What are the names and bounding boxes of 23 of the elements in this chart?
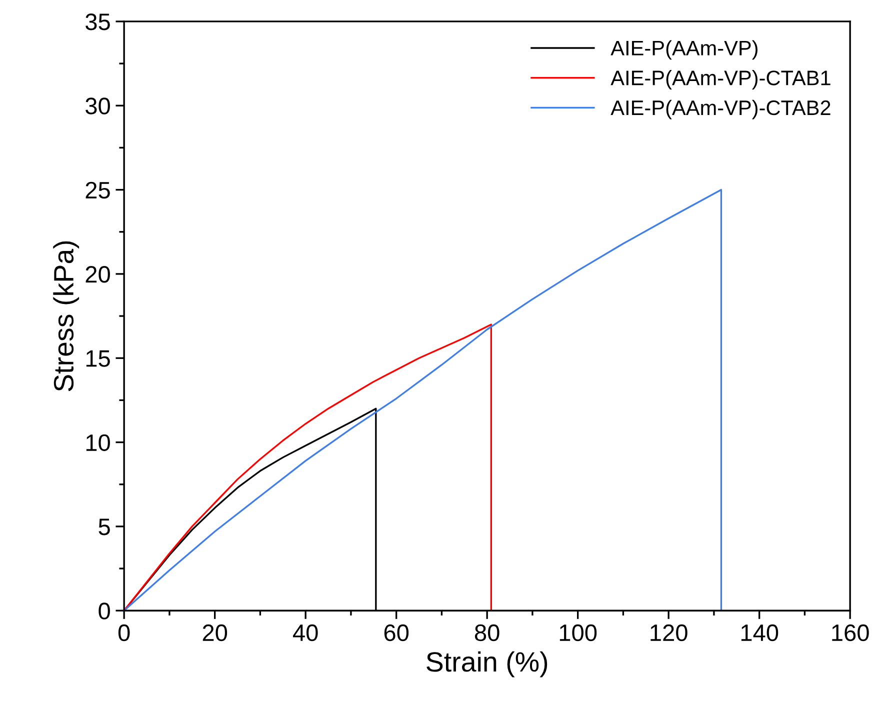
x-tick-label: 80 bbox=[474, 624, 500, 642]
y-tick-label: 20 bbox=[86, 266, 110, 283]
y-tick-label: 35 bbox=[86, 14, 110, 30]
y-tick-label: 0 bbox=[98, 602, 110, 620]
y-tick-label: 5 bbox=[98, 518, 110, 536]
line-series bbox=[124, 188, 722, 611]
x-tick-label: 160 bbox=[832, 624, 869, 642]
x-tick-label: 140 bbox=[741, 624, 778, 642]
legend-label: AIE-P(AAm-VP) bbox=[610, 40, 758, 60]
y-tick-label: 30 bbox=[86, 98, 110, 114]
x-tick-label: 100 bbox=[560, 624, 597, 642]
x-tick-label: 0 bbox=[118, 624, 130, 642]
x-tick-label: 20 bbox=[202, 624, 228, 642]
y-tick-label: 15 bbox=[86, 350, 110, 367]
y-tick-label: 10 bbox=[86, 434, 110, 452]
y-axis-title: Stress (kPa) bbox=[53, 241, 80, 392]
x-tick-label: 40 bbox=[292, 624, 318, 642]
x-axis-title: Strain (%) bbox=[426, 651, 548, 678]
legend-label: AIE-P(AAm-VP)-CTAB2 bbox=[610, 100, 830, 120]
x-tick-label: 60 bbox=[384, 624, 409, 642]
x-tick-label: 120 bbox=[650, 624, 688, 642]
y-tick-label: 25 bbox=[86, 182, 110, 199]
legend-label: AIE-P(AAm-VP)-CTAB1 bbox=[610, 70, 830, 90]
